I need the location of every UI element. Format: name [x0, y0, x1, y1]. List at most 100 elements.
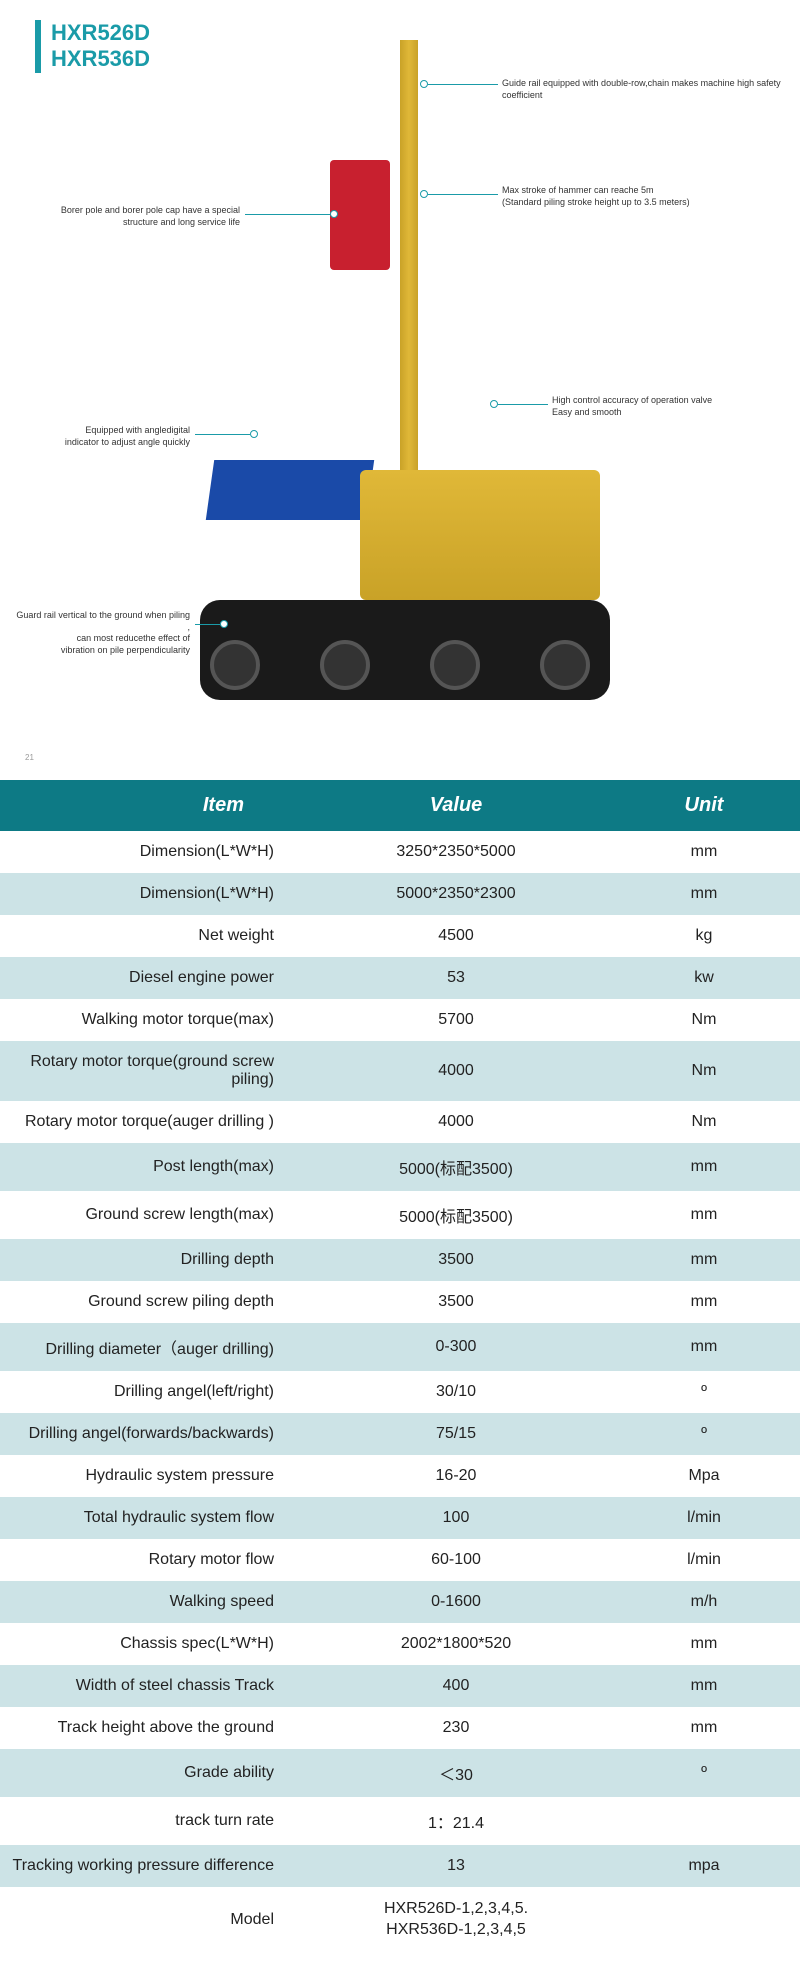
cell-value: 4500 [304, 915, 608, 957]
table-row: Rotary motor torque(auger drilling )4000… [0, 1101, 800, 1143]
cell-item: Drilling depth [0, 1239, 304, 1281]
cell-unit [608, 1797, 800, 1845]
cell-value: ＜30 [304, 1749, 608, 1797]
table-row: Net weight4500kg [0, 915, 800, 957]
callout-guard-rail: Guard rail vertical to the ground when p… [15, 610, 190, 657]
callout-dot-icon [220, 620, 228, 628]
callout-text: vibration on pile perpendicularity [15, 645, 190, 657]
callout-dot-icon [420, 80, 428, 88]
cell-unit: mm [608, 1191, 800, 1239]
table-row: Chassis spec(L*W*H)2002*1800*520mm [0, 1623, 800, 1665]
cell-unit: l/min [608, 1539, 800, 1581]
cell-value: 1：21.4 [304, 1797, 608, 1845]
cell-value: 13 [304, 1845, 608, 1887]
callout-text: (Standard piling stroke height up to 3.5… [502, 197, 762, 209]
cell-item: track turn rate [0, 1797, 304, 1845]
table-row: Width of steel chassis Track400mm [0, 1665, 800, 1707]
cell-unit: º [608, 1371, 800, 1413]
callout-line [195, 434, 250, 435]
hammer-shape [330, 160, 390, 270]
cell-unit: Mpa [608, 1455, 800, 1497]
cell-unit: º [608, 1749, 800, 1797]
callout-line [498, 404, 548, 405]
callout-text: can most reducethe effect of [15, 633, 190, 645]
model-title-2: HXR536D [51, 46, 150, 72]
cell-unit: mm [608, 873, 800, 915]
cell-value: 100 [304, 1497, 608, 1539]
cell-value: 3500 [304, 1239, 608, 1281]
callout-text: indicator to adjust angle quickly [30, 437, 190, 449]
table-row: Ground screw piling depth3500mm [0, 1281, 800, 1323]
cell-unit: mm [608, 1281, 800, 1323]
cell-item: Hydraulic system pressure [0, 1455, 304, 1497]
cell-value: 53 [304, 957, 608, 999]
cell-item: Net weight [0, 915, 304, 957]
callout-text: Guard rail vertical to the ground when p… [15, 610, 190, 633]
callout-text: High control accuracy of operation valve [552, 395, 772, 407]
cell-item: Grade ability [0, 1749, 304, 1797]
cell-item: Ground screw length(max) [0, 1191, 304, 1239]
callout-text: Max stroke of hammer can reache 5m [502, 185, 762, 197]
table-row: Diesel engine power53kw [0, 957, 800, 999]
cell-value: 3500 [304, 1281, 608, 1323]
cell-item: Ground screw piling depth [0, 1281, 304, 1323]
table-row: ModelHXR526D-1,2,3,4,5.HXR536D-1,2,3,4,5 [0, 1887, 800, 1953]
cell-value: 75/15 [304, 1413, 608, 1455]
table-row: Drilling depth3500mm [0, 1239, 800, 1281]
table-row: Dimension(L*W*H)5000*2350*2300mm [0, 873, 800, 915]
cell-value: 30/10 [304, 1371, 608, 1413]
cell-unit: º [608, 1413, 800, 1455]
cell-value: 5000(标配3500) [304, 1143, 608, 1191]
callout-line [428, 84, 498, 85]
table-row: Drilling diameter（auger drilling)0-300mm [0, 1323, 800, 1371]
cell-item: Drilling angel(left/right) [0, 1371, 304, 1413]
cell-item: Rotary motor torque(auger drilling ) [0, 1101, 304, 1143]
table-header-row: Item Value Unit [0, 780, 800, 831]
cell-unit: mm [608, 1707, 800, 1749]
cell-unit: mm [608, 1665, 800, 1707]
machine-illustration [180, 40, 620, 720]
cell-item: Track height above the ground [0, 1707, 304, 1749]
cell-item: Rotary motor torque(ground screw piling) [0, 1041, 304, 1101]
header-unit: Unit [608, 780, 800, 831]
callout-dot-icon [490, 400, 498, 408]
cell-unit: mm [608, 1239, 800, 1281]
canopy-shape [206, 460, 374, 520]
callout-text: structure and long service life [30, 217, 240, 229]
cell-value: 400 [304, 1665, 608, 1707]
cell-value: 5000*2350*2300 [304, 873, 608, 915]
cell-value: 0-300 [304, 1323, 608, 1371]
table-row: Drilling angel(left/right)30/10º [0, 1371, 800, 1413]
cell-value: 5700 [304, 999, 608, 1041]
table-row: Grade ability＜30º [0, 1749, 800, 1797]
cell-unit: mpa [608, 1845, 800, 1887]
table-row: Post length(max)5000(标配3500)mm [0, 1143, 800, 1191]
cell-unit: mm [608, 1323, 800, 1371]
cell-value: 60-100 [304, 1539, 608, 1581]
cell-item: Walking motor torque(max) [0, 999, 304, 1041]
table-row: Rotary motor flow60-100l/min [0, 1539, 800, 1581]
cell-value: HXR526D-1,2,3,4,5.HXR536D-1,2,3,4,5 [304, 1887, 608, 1953]
title-block: HXR526D HXR536D [35, 20, 150, 73]
callout-borer-pole: Borer pole and borer pole cap have a spe… [30, 205, 240, 228]
cell-item: Post length(max) [0, 1143, 304, 1191]
cell-item: Model [0, 1887, 304, 1953]
cell-item: Walking speed [0, 1581, 304, 1623]
cell-value: 3250*2350*5000 [304, 831, 608, 873]
cell-unit [608, 1887, 800, 1953]
body-shape [360, 470, 600, 600]
cell-item: Diesel engine power [0, 957, 304, 999]
callout-text: Equipped with angledigital [30, 425, 190, 437]
cell-unit: mm [608, 1143, 800, 1191]
page-number: 21 [25, 753, 34, 762]
cell-unit: kg [608, 915, 800, 957]
cell-item: Total hydraulic system flow [0, 1497, 304, 1539]
header-item: Item [0, 780, 304, 831]
callout-control-valve: High control accuracy of operation valve… [552, 395, 772, 418]
cell-value: 16-20 [304, 1455, 608, 1497]
track-shape [200, 600, 610, 700]
callout-text: Borer pole and borer pole cap have a spe… [30, 205, 240, 217]
cell-item: Tracking working pressure difference [0, 1845, 304, 1887]
table-row: Ground screw length(max)5000(标配3500)mm [0, 1191, 800, 1239]
callout-text: Easy and smooth [552, 407, 772, 419]
